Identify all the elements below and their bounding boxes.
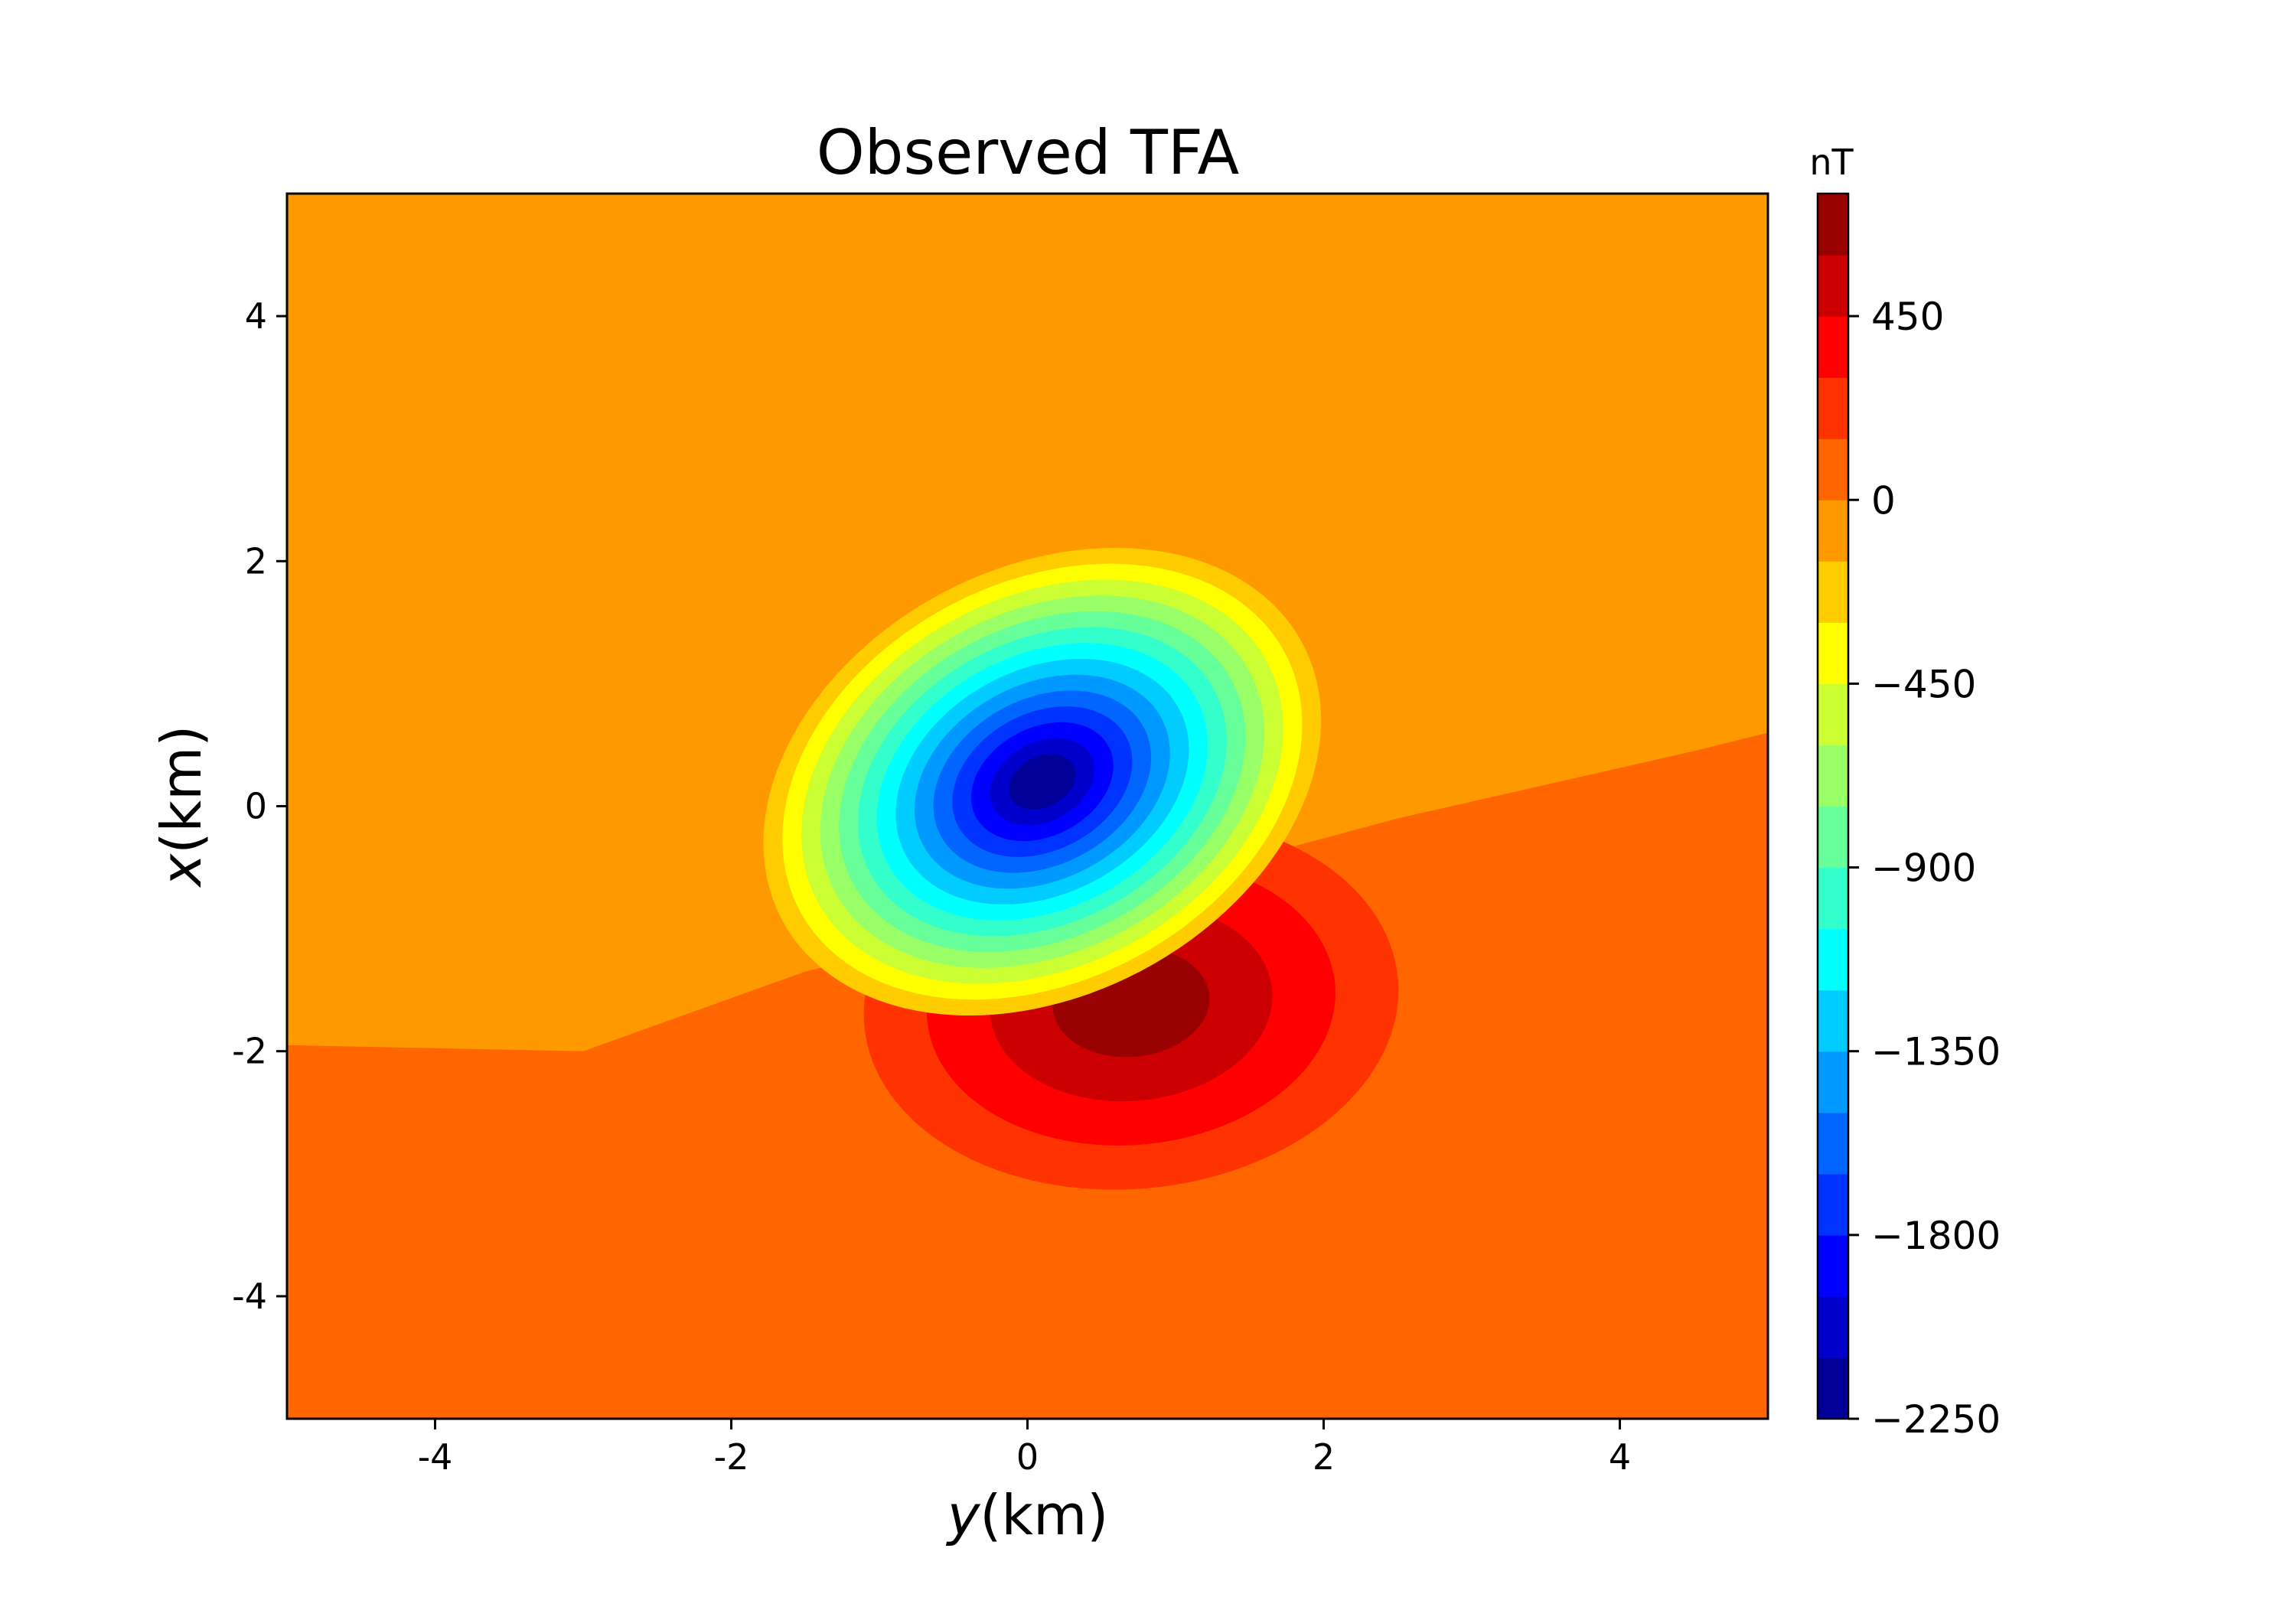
negative-anomaly-lobe — [763, 547, 1322, 1016]
colorbar-band — [1818, 1173, 1848, 1236]
colorbar-band — [1818, 683, 1848, 746]
y-tick-label: 4 — [245, 295, 267, 337]
x-tick-label: 0 — [1016, 1436, 1039, 1478]
x-tick-label: 2 — [1313, 1436, 1335, 1478]
colorbar-band — [1818, 1051, 1848, 1113]
colorbar-frame — [1816, 192, 1850, 1420]
colorbar-band — [1818, 622, 1848, 684]
chart-title: Observed TFA — [817, 117, 1240, 188]
colorbar-band — [1818, 561, 1848, 623]
colorbar-tick-label: 0 — [1871, 478, 1896, 523]
colorbar: 450 0 −450 −900 −1350 −1800 −2250 nT — [1809, 142, 2001, 1442]
y-tick-label: -4 — [232, 1276, 267, 1317]
colorbar-band — [1818, 377, 1848, 439]
colorbar-tick-label: −450 — [1871, 662, 1976, 706]
colorbar-tick-label: −900 — [1871, 846, 1976, 891]
y-axis-label-unit: (km) — [149, 725, 214, 854]
y-tick-label: 2 — [245, 540, 267, 582]
colorbar-band — [1818, 1357, 1848, 1420]
y-axis-label: x(km) — [149, 725, 214, 888]
colorbar-tick-label: −2250 — [1871, 1397, 2001, 1442]
x-tick-label: -4 — [418, 1436, 453, 1478]
colorbar-band — [1818, 438, 1848, 500]
x-axis-label-unit: (km) — [980, 1483, 1108, 1547]
x-axis-label-var: y — [946, 1483, 981, 1547]
colorbar-bands — [1818, 194, 1848, 1420]
plot-area — [287, 194, 1768, 1419]
colorbar-unit: nT — [1809, 142, 1854, 183]
colorbar-band — [1818, 316, 1848, 378]
colorbar-band — [1818, 867, 1848, 930]
colorbar-band — [1818, 928, 1848, 991]
x-axis-label: y(km) — [946, 1483, 1109, 1547]
x-tick-label: -2 — [714, 1436, 749, 1478]
y-axis-ticks: 4 2 0 -2 -4 — [232, 295, 287, 1317]
colorbar-band — [1818, 194, 1848, 256]
colorbar-band — [1818, 989, 1848, 1052]
colorbar-tick-label: 450 — [1871, 295, 1944, 339]
colorbar-tick-label: −1800 — [1871, 1214, 2001, 1258]
colorbar-tick-label: −1350 — [1871, 1030, 2001, 1074]
colorbar-band — [1818, 745, 1848, 807]
colorbar-band — [1818, 1234, 1848, 1297]
negative-contour-band — [1009, 754, 1076, 810]
colorbar-band — [1818, 255, 1848, 317]
x-axis-ticks: -4 -2 0 2 4 — [418, 1419, 1631, 1478]
colorbar-band — [1818, 1296, 1848, 1358]
x-tick-label: 4 — [1609, 1436, 1631, 1478]
colorbar-ticks: 450 0 −450 −900 −1350 −1800 −2250 — [1848, 295, 2001, 1442]
y-tick-label: 0 — [245, 786, 267, 827]
colorbar-band — [1818, 1112, 1848, 1175]
y-tick-label: -2 — [232, 1031, 267, 1072]
y-axis-label-var: x — [149, 852, 214, 888]
colorbar-band — [1818, 500, 1848, 562]
colorbar-band — [1818, 806, 1848, 869]
